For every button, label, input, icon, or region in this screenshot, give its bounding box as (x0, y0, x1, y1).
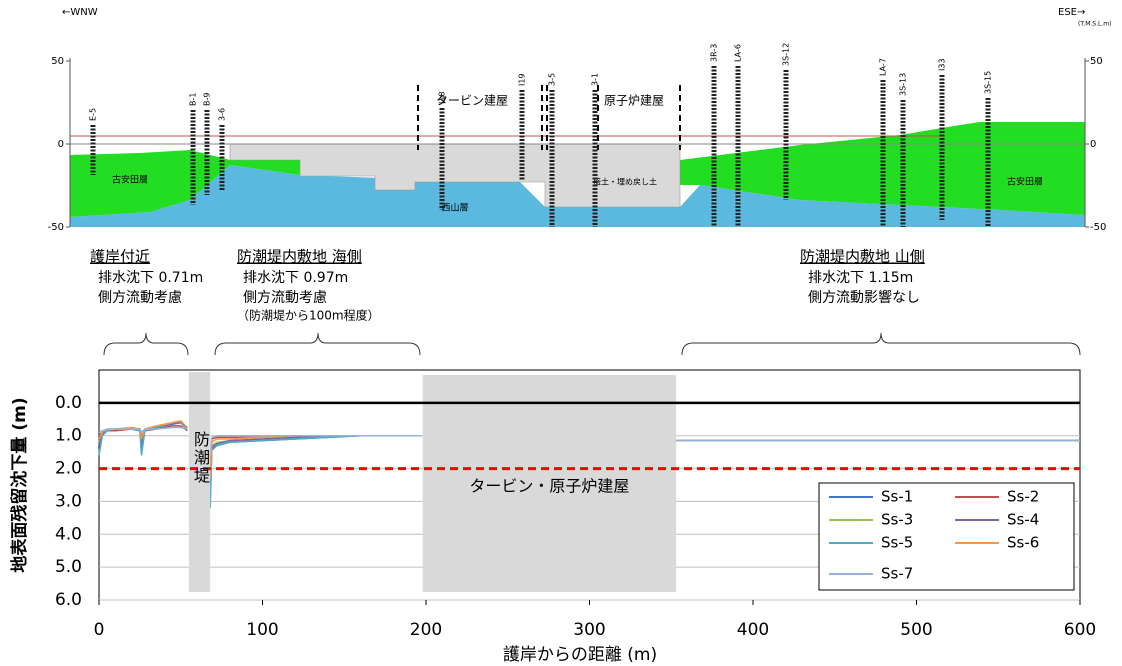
brace (103, 332, 189, 356)
y-tick-label: 6.0 (55, 590, 82, 610)
zone-text: 排水沈下 1.15m (808, 270, 913, 286)
zone-text: 側方流動影響なし (808, 289, 920, 306)
elevation-tick-label: 50 (1090, 56, 1103, 67)
borehole-label: 3-5 (548, 73, 557, 86)
koyasuda-layer-left (70, 150, 300, 217)
y-axis-title: 地表面残留沈下量 (m) (9, 397, 30, 572)
zone-title: 防潮堤内敷地 山側 (800, 248, 925, 266)
nishiyama-layer (70, 165, 1085, 227)
borehole-label: I19 (518, 73, 527, 86)
fill-soil (229, 143, 681, 208)
zone-title: 防潮堤内敷地 海側 (237, 248, 362, 266)
legend-label: Ss-2 (1007, 488, 1039, 506)
legend-label: Ss-5 (881, 534, 913, 552)
y-tick-label: 1.0 (55, 426, 82, 446)
x-tick-label: 600 (1064, 620, 1096, 640)
x-tick-label: 400 (737, 620, 769, 640)
elevation-tick-label: -50 (48, 222, 64, 233)
borehole-label: 3S-13 (899, 73, 908, 96)
y-tick-label: 3.0 (55, 491, 82, 511)
borehole-label: LA-7 (879, 58, 888, 76)
brace (681, 332, 1081, 356)
zone-annotations: 護岸付近 排水沈下 0.71m 側方流動考慮 防潮堤内敷地 海側 排水沈下 0.… (90, 248, 925, 323)
x-tick-label: 500 (900, 620, 932, 640)
direction-right: ESE→ (1058, 7, 1085, 18)
y-tick-label: 2.0 (55, 459, 82, 479)
x-tick-label: 200 (410, 620, 442, 640)
zone-text: （防潮堤から100m程度） (237, 308, 380, 323)
layer-label: 古安田層 (1007, 176, 1043, 188)
borehole-label: 3-1 (591, 73, 600, 86)
x-tick-label: 100 (246, 620, 278, 640)
elevation-tick-label: 50 (51, 56, 64, 67)
elevation-tick-label: 0 (1090, 139, 1096, 150)
zone-text: 側方流動考慮 (98, 290, 182, 306)
braces (103, 332, 1081, 356)
building-label: タービン建屋 (436, 94, 508, 108)
y-tick-label: 5.0 (55, 557, 82, 577)
borehole-label: LA-6 (734, 44, 743, 62)
brace (214, 332, 421, 356)
layer-label: 古安田層 (112, 174, 148, 186)
zone-text: 排水沈下 0.71m (98, 270, 203, 286)
legend-box (818, 482, 1075, 591)
borehole-label: E-5 (89, 108, 98, 121)
borehole-label: I18 (438, 91, 447, 104)
elevation-tick-label: 0 (58, 139, 64, 150)
y-tick-label: 4.0 (55, 524, 82, 544)
region (422, 375, 677, 592)
region-label: 防潮堤 (191, 431, 210, 485)
x-tick-label: 300 (573, 620, 605, 640)
borehole-label: B-9 (203, 93, 212, 106)
borehole-label: 3R-3 (710, 44, 719, 62)
building-boundaries (417, 85, 681, 150)
borehole-label: 3S-12 (782, 43, 791, 66)
borehole-label: B-1 (189, 93, 198, 106)
region-label: タービン・原子炉建屋 (469, 477, 629, 496)
series-line (98, 426, 1080, 456)
x-axis-title: 護岸からの距離 (m) (503, 645, 657, 665)
borehole-label: 3S-15 (984, 71, 993, 94)
zone-text: 側方流動考慮 (243, 290, 327, 306)
borehole-label: I33 (938, 58, 947, 71)
layer-label: 西山層 (441, 203, 468, 214)
legend-label: Ss-4 (1007, 511, 1039, 529)
borehole-label: 3-6 (218, 108, 227, 121)
region (188, 372, 211, 592)
building-label: 原子炉建屋 (604, 94, 664, 108)
direction-left: ←WNW (62, 7, 98, 18)
legend-label: Ss-1 (881, 488, 913, 506)
layer-label: 盛土・埋め戻し土 (593, 177, 657, 187)
legend-label: Ss-6 (1007, 534, 1039, 552)
legend-label: Ss-3 (881, 511, 913, 529)
y-tick-label: 0.0 (55, 393, 82, 413)
unit-label: (T.M.S.L.m) (1078, 21, 1111, 28)
legend-label: Ss-7 (881, 565, 913, 583)
x-tick-label: 0 (94, 620, 105, 640)
zone-text: 排水沈下 0.97m (243, 270, 348, 286)
elevation-tick-label: -50 (1090, 222, 1106, 233)
zone-title: 護岸付近 (90, 248, 150, 266)
